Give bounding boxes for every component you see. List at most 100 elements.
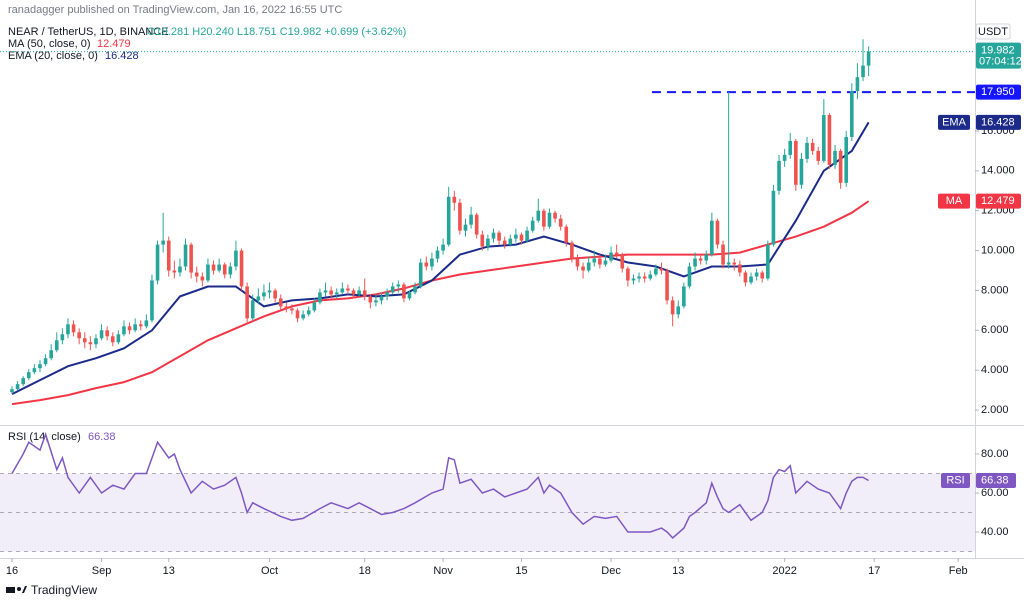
candle-body	[413, 286, 417, 293]
candle-body	[648, 274, 653, 279]
candle-body	[598, 258, 602, 265]
candle-body	[402, 284, 406, 299]
candle-body	[659, 268, 664, 271]
candle-body	[474, 214, 479, 235]
candle-body	[43, 358, 48, 365]
candle-body	[26, 372, 31, 379]
brand-logo: TradingView	[6, 583, 97, 597]
rsi-badge-box	[976, 473, 1016, 489]
candle-body	[816, 150, 821, 161]
candle-body	[127, 326, 132, 331]
candle-body	[738, 264, 742, 273]
candle-body	[715, 220, 720, 245]
candle-body	[318, 292, 322, 303]
candle-body	[721, 244, 725, 265]
candle-body	[682, 286, 686, 307]
candle-body	[558, 218, 563, 227]
candle-body	[631, 278, 636, 281]
indicator-line	[11, 121, 870, 395]
indicator-badge-box	[976, 114, 1021, 130]
candle-body	[32, 368, 37, 373]
candle-body	[749, 276, 753, 283]
candle-body	[766, 244, 770, 279]
candle-body	[66, 324, 70, 335]
candle-body	[850, 91, 854, 137]
candle-body	[687, 266, 692, 287]
candle-body	[794, 140, 798, 185]
x-tick-label: 15	[515, 565, 527, 577]
candle-body	[222, 264, 227, 275]
rsi-tag-box	[941, 473, 970, 489]
candle-body	[866, 51, 871, 66]
candle-body	[379, 296, 384, 301]
candle-body	[581, 266, 585, 271]
indicator-tag-box	[938, 193, 970, 209]
candle-body	[133, 324, 137, 331]
candle-body	[502, 240, 507, 245]
candle-body	[614, 252, 619, 255]
candle-body	[525, 230, 529, 241]
ohlc-legend: O19.281 H20.240 L18.751 C19.982 +0.699 (…	[147, 26, 406, 38]
candle-body	[385, 292, 389, 297]
candle-body	[665, 270, 669, 301]
rsi-legend-value: 66.38	[88, 431, 116, 443]
indicator-badge-text: 12.479	[981, 195, 1015, 207]
candle-body	[530, 220, 535, 231]
candle-body	[564, 226, 569, 243]
candle-body	[452, 196, 457, 203]
candle-body	[122, 326, 126, 335]
currency-box[interactable]	[975, 23, 1011, 40]
y-tick-label: 14.000	[981, 165, 1015, 177]
candle-body	[178, 266, 182, 273]
candle-body	[54, 340, 59, 351]
candle-body	[497, 232, 501, 241]
candle-body	[542, 210, 546, 227]
candle-body	[206, 264, 210, 281]
candle-body	[435, 250, 440, 259]
candle-body	[642, 276, 647, 279]
candle-body	[340, 288, 345, 293]
candle-body	[861, 65, 865, 78]
candle-body	[637, 276, 641, 279]
candle-body	[514, 234, 518, 239]
logo-mark	[6, 587, 15, 593]
candle-body	[357, 290, 361, 295]
ma-legend: MA (50, close, 0)	[8, 38, 91, 50]
rsi-y-tick-label: 60.00	[981, 487, 1009, 499]
candle-body	[743, 272, 748, 283]
candle-body	[726, 262, 731, 265]
candle-body	[609, 252, 613, 261]
candle-body	[810, 142, 815, 151]
candle-body	[138, 324, 143, 327]
candle-body	[105, 330, 109, 337]
x-tick-label: 17	[868, 565, 880, 577]
candle-body	[278, 298, 283, 307]
rsi-line	[11, 432, 869, 539]
candle-body	[301, 314, 305, 319]
candle-body	[782, 154, 787, 161]
candle-body	[469, 214, 473, 225]
candle-body	[396, 284, 401, 287]
candle-body	[189, 244, 193, 273]
candle-body	[88, 342, 93, 345]
currency-label[interactable]: USDT	[978, 26, 1008, 38]
candle-body	[838, 150, 843, 183]
candle-body	[676, 306, 681, 315]
candle-body	[10, 389, 14, 393]
candle-body	[805, 142, 809, 159]
indicator-badge-box	[976, 193, 1021, 209]
y-tick-label: 8.000	[981, 284, 1009, 296]
last-price-text: 19.982	[981, 44, 1015, 56]
indicator-line	[11, 200, 870, 406]
candle-body	[732, 262, 737, 265]
candle-body	[446, 196, 451, 245]
candle-body	[211, 264, 216, 271]
candle-body	[536, 210, 541, 221]
candle-body	[570, 242, 574, 259]
candle-body	[620, 254, 625, 269]
candle-body	[228, 266, 233, 275]
candle-body	[284, 306, 289, 309]
candle-body	[710, 220, 714, 255]
candle-body	[60, 334, 65, 341]
candle-body	[771, 190, 776, 245]
